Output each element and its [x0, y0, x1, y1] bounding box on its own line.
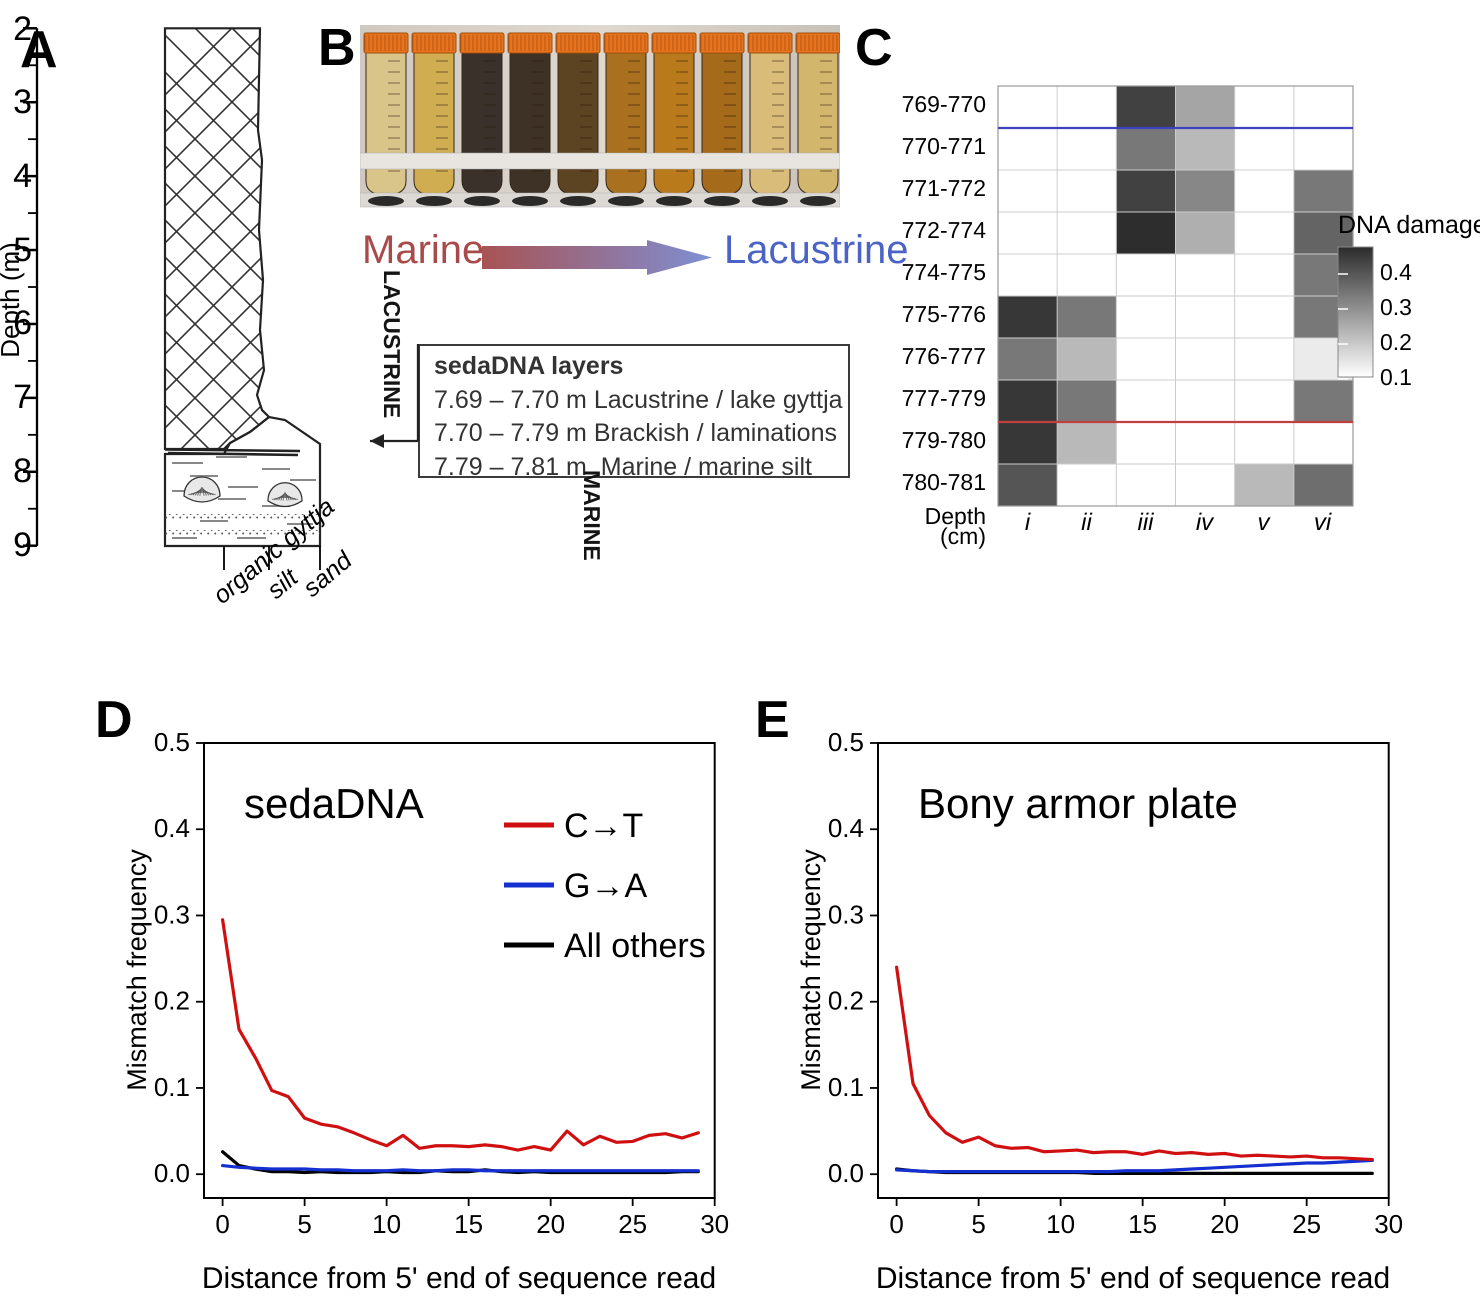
svg-text:0.2: 0.2 [154, 986, 190, 1016]
svg-text:25: 25 [1292, 1209, 1321, 1239]
svg-text:sedaDNA: sedaDNA [244, 780, 424, 827]
svg-text:5: 5 [297, 1209, 311, 1239]
svg-text:0.4: 0.4 [1380, 259, 1412, 285]
svg-text:Bony armor plate: Bony armor plate [918, 780, 1238, 827]
svg-text:0.0: 0.0 [828, 1158, 864, 1188]
svg-text:Distance from 5' end of sequen: Distance from 5' end of sequence read [202, 1262, 716, 1295]
svg-text:i: i [1025, 509, 1031, 536]
svg-text:0.4: 0.4 [828, 813, 864, 843]
svg-text:0.1: 0.1 [828, 1072, 864, 1102]
svg-text:20: 20 [1210, 1209, 1239, 1239]
svg-text:10: 10 [372, 1209, 401, 1239]
svg-text:10: 10 [1046, 1209, 1075, 1239]
svg-text:DNA damage: DNA damage [1338, 211, 1480, 239]
svg-text:ii: ii [1081, 509, 1092, 536]
svg-text:15: 15 [454, 1209, 483, 1239]
svg-text:MARINE: MARINE [579, 470, 605, 561]
svg-text:0.3: 0.3 [1380, 294, 1412, 320]
svg-text:30: 30 [1374, 1209, 1403, 1239]
svg-text:0.3: 0.3 [154, 899, 190, 929]
svg-text:v: v [1258, 509, 1272, 536]
svg-text:G→A: G→A [564, 867, 647, 905]
svg-text:0.0: 0.0 [154, 1158, 190, 1188]
svg-text:All others: All others [564, 927, 706, 965]
svg-text:0.4: 0.4 [154, 813, 190, 843]
svg-text:774-775: 774-775 [902, 259, 986, 285]
svg-text:777-779: 777-779 [902, 385, 986, 411]
svg-text:0.5: 0.5 [154, 727, 190, 757]
svg-text:0.2: 0.2 [1380, 329, 1412, 355]
svg-text:iv: iv [1196, 509, 1215, 536]
svg-text:780-781: 780-781 [902, 469, 986, 495]
svg-text:770-771: 770-771 [902, 133, 986, 159]
svg-text:C→T: C→T [564, 807, 643, 845]
svg-text:0.5: 0.5 [828, 727, 864, 757]
svg-text:Distance from 5' end of sequen: Distance from 5' end of sequence read [876, 1262, 1390, 1295]
svg-text:30: 30 [700, 1209, 729, 1239]
svg-text:0.3: 0.3 [828, 899, 864, 929]
svg-text:Mismatch frequency: Mismatch frequency [122, 849, 152, 1091]
svg-text:LACUSTRINE: LACUSTRINE [379, 270, 405, 418]
svg-text:772-774: 772-774 [902, 217, 987, 243]
svg-text:771-772: 771-772 [902, 175, 986, 201]
svg-text:iii: iii [1138, 509, 1155, 536]
svg-text:0.1: 0.1 [1380, 364, 1412, 390]
svg-text:Mismatch frequency: Mismatch frequency [796, 849, 826, 1091]
svg-text:0.2: 0.2 [828, 986, 864, 1016]
svg-text:769-770: 769-770 [902, 91, 986, 117]
svg-text:0.1: 0.1 [154, 1072, 190, 1102]
svg-text:15: 15 [1128, 1209, 1157, 1239]
svg-text:20: 20 [536, 1209, 565, 1239]
svg-text:0: 0 [215, 1209, 229, 1239]
svg-text:25: 25 [618, 1209, 647, 1239]
svg-text:5: 5 [971, 1209, 985, 1239]
svg-text:(cm): (cm) [940, 523, 986, 549]
svg-text:776-777: 776-777 [902, 343, 986, 369]
svg-text:775-776: 775-776 [902, 301, 986, 327]
svg-text:vi: vi [1314, 509, 1332, 536]
svg-text:0: 0 [889, 1209, 903, 1239]
svg-text:Depth (m): Depth (m) [0, 242, 25, 358]
svg-text:779-780: 779-780 [902, 427, 986, 453]
svg-text:sand: sand [298, 546, 358, 603]
